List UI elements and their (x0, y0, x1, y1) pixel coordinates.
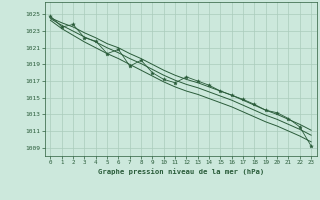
X-axis label: Graphe pression niveau de la mer (hPa): Graphe pression niveau de la mer (hPa) (98, 168, 264, 175)
